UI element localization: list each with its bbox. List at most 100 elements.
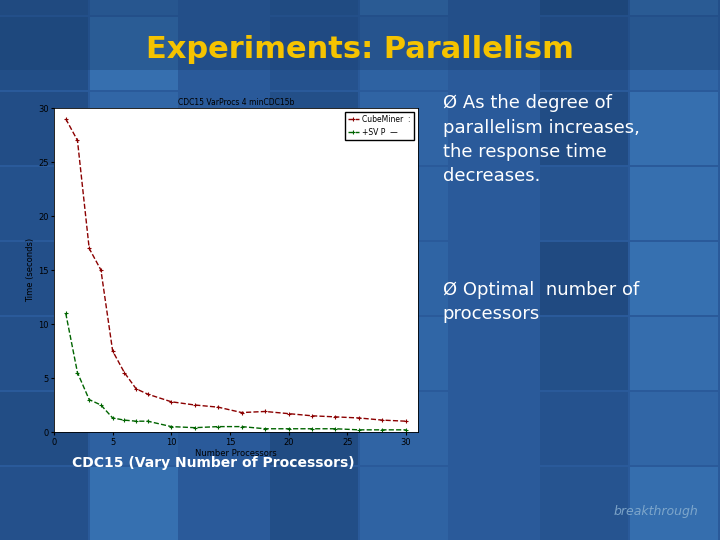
Bar	[630, 17, 718, 90]
CubeMiner  :	[214, 404, 222, 410]
+SV P  —	[331, 426, 340, 432]
CubeMiner  :	[73, 137, 82, 144]
+SV P  —	[167, 423, 176, 430]
CubeMiner  :	[108, 348, 117, 354]
+SV P  —	[284, 426, 293, 432]
Title: CDC15 VarProcs 4 minCDC15b: CDC15 VarProcs 4 minCDC15b	[178, 98, 294, 107]
CubeMiner  :	[307, 413, 316, 419]
+SV P  —	[355, 427, 364, 433]
X-axis label: Number Processors: Number Processors	[195, 449, 276, 458]
Bar	[90, 92, 178, 165]
Bar	[540, 467, 628, 540]
Bar	[630, 242, 718, 315]
CubeMiner  :	[143, 391, 152, 397]
Bar	[0, 0, 88, 15]
Text: CDC15 (Vary Number of Processors): CDC15 (Vary Number of Processors)	[72, 456, 355, 470]
Bar	[90, 392, 178, 465]
Text: Ø As the degree of
parallelism increases,
the response time
decreases.: Ø As the degree of parallelism increases…	[443, 94, 639, 185]
Text: breakthrough: breakthrough	[613, 505, 698, 518]
Line: +SV P  —: +SV P —	[63, 310, 408, 433]
Bar	[630, 317, 718, 390]
+SV P  —	[261, 426, 269, 432]
Bar	[360, 467, 448, 540]
Bar	[0, 317, 88, 390]
Bar	[360, 0, 448, 15]
Bar	[450, 17, 538, 90]
Bar	[270, 167, 358, 240]
Bar	[540, 17, 628, 90]
Bar	[450, 0, 538, 15]
Bar	[180, 17, 268, 90]
Bar	[270, 0, 358, 15]
Bar	[630, 392, 718, 465]
Bar	[270, 467, 358, 540]
Bar	[0, 392, 88, 465]
Bar	[360, 92, 448, 165]
Y-axis label: Time (seconds): Time (seconds)	[26, 238, 35, 302]
Bar	[90, 17, 178, 90]
CubeMiner  :	[85, 245, 94, 252]
CubeMiner  :	[331, 414, 340, 420]
Bar	[360, 242, 448, 315]
Bar	[540, 0, 628, 15]
Bar	[540, 317, 628, 390]
+SV P  —	[190, 424, 199, 431]
Bar	[270, 242, 358, 315]
Bar	[0, 17, 88, 90]
Bar	[180, 167, 268, 240]
+SV P  —	[108, 415, 117, 421]
Bar	[630, 467, 718, 540]
CubeMiner  :	[284, 410, 293, 417]
Bar	[90, 317, 178, 390]
CubeMiner  :	[120, 369, 129, 376]
Bar	[360, 17, 448, 90]
Line: CubeMiner  :: CubeMiner :	[63, 116, 408, 424]
Bar	[450, 467, 538, 540]
Bar	[540, 242, 628, 315]
Bar	[90, 467, 178, 540]
+SV P  —	[214, 423, 222, 430]
+SV P  —	[132, 418, 140, 424]
Bar	[360, 167, 448, 240]
Bar	[180, 0, 268, 15]
Bar	[180, 242, 268, 315]
Bar	[180, 92, 268, 165]
CubeMiner  :	[378, 417, 387, 423]
Bar	[540, 92, 628, 165]
Bar	[450, 92, 538, 165]
Bar	[450, 317, 538, 390]
Text: Ø Optimal  number of
processors: Ø Optimal number of processors	[443, 281, 639, 323]
CubeMiner  :	[132, 386, 140, 392]
Bar	[180, 467, 268, 540]
+SV P  —	[120, 417, 129, 423]
CubeMiner  :	[355, 415, 364, 421]
+SV P  —	[378, 427, 387, 433]
Bar	[450, 242, 538, 315]
Bar	[630, 92, 718, 165]
Bar	[90, 167, 178, 240]
Bar	[360, 392, 448, 465]
CubeMiner  :	[167, 399, 176, 405]
Bar	[450, 167, 538, 240]
+SV P  —	[85, 396, 94, 403]
Bar	[180, 392, 268, 465]
Bar	[540, 392, 628, 465]
Legend: CubeMiner  :, +SV P  —: CubeMiner :, +SV P —	[345, 112, 414, 140]
Bar	[270, 317, 358, 390]
Bar	[90, 0, 178, 15]
Bar	[360, 317, 448, 390]
Bar	[270, 92, 358, 165]
CubeMiner  :	[190, 402, 199, 408]
Bar	[0, 242, 88, 315]
Bar	[0, 92, 88, 165]
Text: Experiments: Parallelism: Experiments: Parallelism	[146, 35, 574, 64]
CubeMiner  :	[61, 116, 70, 122]
Bar	[0, 467, 88, 540]
Bar	[450, 392, 538, 465]
Bar	[630, 0, 718, 15]
Bar	[0, 167, 88, 240]
Bar	[270, 17, 358, 90]
Bar	[270, 392, 358, 465]
CubeMiner  :	[96, 267, 105, 273]
+SV P  —	[143, 418, 152, 424]
